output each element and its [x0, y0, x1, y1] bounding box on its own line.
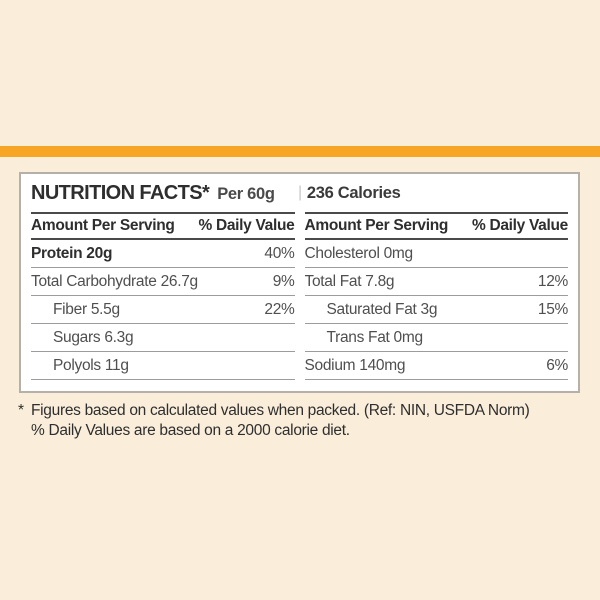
- panel-title-row: NUTRITION FACTS* Per 60g | 236 Calories: [21, 174, 578, 212]
- footnote-asterisk: *: [18, 402, 24, 419]
- nutrient-row-polyols: Polyols 11g: [31, 352, 295, 380]
- nutrient-row-total-fat: Total Fat 7.8g 12%: [304, 268, 568, 296]
- footnote-text: Figures based on calculated values when …: [31, 402, 530, 419]
- right-nutrient-table: Amount Per Serving % Daily Value Cholest…: [304, 212, 568, 380]
- footnote-calculated-values: * Figures based on calculated values whe…: [18, 401, 584, 421]
- nutrient-row-cholesterol: Cholesterol 0mg: [304, 240, 568, 268]
- footnotes: * Figures based on calculated values whe…: [18, 401, 584, 441]
- nutrient-tables: Amount Per Serving % Daily Value Protein…: [21, 212, 578, 380]
- left-table-header: Amount Per Serving % Daily Value: [31, 212, 295, 240]
- title-divider: |: [298, 184, 302, 201]
- nutrient-row-fiber: Fiber 5.5g 22%: [31, 296, 295, 324]
- right-header-amount: Amount Per Serving: [304, 217, 449, 234]
- nutrient-row-saturated-fat: Saturated Fat 3g 15%: [304, 296, 568, 324]
- nutrient-row-total-carbohydrate: Total Carbohydrate 26.7g 9%: [31, 268, 295, 296]
- right-table-header: Amount Per Serving % Daily Value: [304, 212, 568, 240]
- nutrient-row-sugars: Sugars 6.3g: [31, 324, 295, 352]
- nutrient-row-trans-fat: Trans Fat 0mg: [304, 324, 568, 352]
- title-calories: 236 Calories: [306, 183, 401, 202]
- title-serving-size: Per 60g: [217, 184, 275, 203]
- title-nutrition-facts: NUTRITION FACTS*: [31, 181, 210, 204]
- right-header-daily-value: % Daily Value: [471, 217, 568, 234]
- footnote-daily-values: % Daily Values are based on a 2000 calor…: [18, 421, 584, 441]
- left-nutrient-table: Amount Per Serving % Daily Value Protein…: [31, 212, 295, 380]
- left-header-daily-value: % Daily Value: [198, 217, 295, 234]
- left-header-amount: Amount Per Serving: [31, 217, 175, 234]
- footnote-text: % Daily Values are based on a 2000 calor…: [31, 422, 350, 439]
- panel-title-left: NUTRITION FACTS* Per 60g: [31, 182, 295, 205]
- accent-bar: [0, 146, 600, 157]
- nutrition-facts-panel: NUTRITION FACTS* Per 60g | 236 Calories …: [19, 172, 580, 393]
- footnote-spacer: [18, 421, 31, 441]
- nutrient-row-sodium: Sodium 140mg 6%: [304, 352, 568, 380]
- nutrient-row-protein: Protein 20g 40%: [31, 240, 295, 268]
